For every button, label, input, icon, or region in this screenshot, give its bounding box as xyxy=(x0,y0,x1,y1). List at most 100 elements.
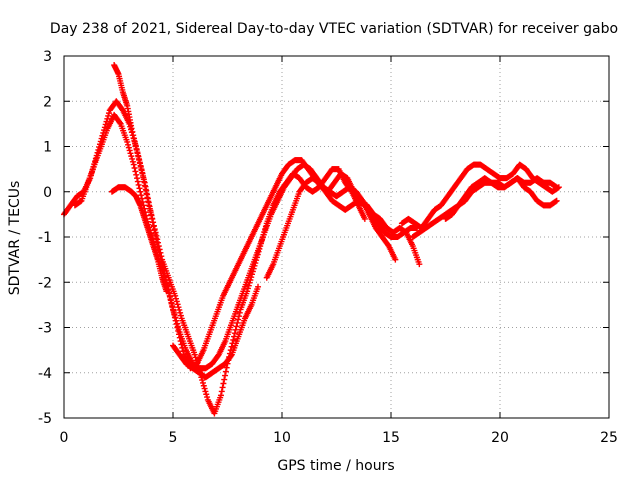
data-point xyxy=(553,197,560,204)
data-point xyxy=(143,187,150,194)
data-point xyxy=(202,388,209,395)
data-point xyxy=(144,195,151,202)
x-tick-label: 10 xyxy=(273,430,291,446)
data-point xyxy=(132,142,139,149)
data-point xyxy=(199,379,206,386)
x-tick-label: 0 xyxy=(60,430,69,446)
y-tick-labels: 3 2 1 0 -1 -2 -3 -4 -5 xyxy=(38,49,52,427)
data-point xyxy=(392,256,399,263)
data-point xyxy=(136,185,143,192)
data-point xyxy=(133,145,140,152)
data-point xyxy=(149,219,156,226)
data-point xyxy=(129,128,136,135)
data-point xyxy=(218,388,225,395)
data-point xyxy=(177,312,184,319)
y-tick-label: 2 xyxy=(43,94,52,110)
data-point xyxy=(219,384,226,391)
data-point xyxy=(171,310,178,317)
data-point xyxy=(124,138,131,145)
data-point xyxy=(173,321,180,328)
data-point xyxy=(170,307,177,314)
x-tick-label: 15 xyxy=(382,430,400,446)
data-point xyxy=(174,324,181,331)
data-point xyxy=(138,166,145,173)
data-point xyxy=(255,283,262,290)
data-point xyxy=(134,149,141,156)
data-point xyxy=(172,295,179,302)
series-track-9 xyxy=(442,175,560,222)
y-tick-label: 3 xyxy=(43,49,52,65)
data-point xyxy=(175,331,182,338)
data-point xyxy=(167,297,174,304)
data-point xyxy=(137,162,144,169)
data-point xyxy=(151,227,158,234)
data-point xyxy=(223,364,230,371)
data-point xyxy=(131,135,138,142)
data-point xyxy=(129,158,136,165)
y-tick-label: -3 xyxy=(38,321,52,337)
data-point xyxy=(153,235,160,242)
data-point xyxy=(217,392,224,399)
data-point xyxy=(222,372,229,379)
data-point xyxy=(140,176,147,183)
data-point xyxy=(232,326,239,333)
data-point xyxy=(203,391,210,398)
series-track-7 xyxy=(398,161,562,231)
data-point xyxy=(149,215,156,222)
data-point xyxy=(138,192,145,199)
data-point xyxy=(222,368,229,375)
data-point xyxy=(133,171,140,178)
data-point xyxy=(136,159,143,166)
data-series xyxy=(61,62,562,417)
grid-lines xyxy=(64,56,609,418)
data-point xyxy=(167,293,174,300)
data-point xyxy=(201,385,208,392)
data-point xyxy=(220,380,227,387)
data-point xyxy=(128,125,135,132)
data-point xyxy=(104,115,111,122)
data-point xyxy=(145,199,152,206)
data-point xyxy=(416,261,423,268)
data-point xyxy=(125,144,132,151)
data-point xyxy=(125,141,132,148)
y-tick-label: -2 xyxy=(38,275,52,291)
data-point xyxy=(131,164,138,171)
data-point xyxy=(204,394,211,401)
series-track-4 xyxy=(108,184,170,295)
data-point xyxy=(130,161,137,168)
data-point xyxy=(116,119,123,126)
data-point xyxy=(126,147,133,154)
data-point xyxy=(137,188,144,195)
data-point xyxy=(231,330,238,337)
data-point xyxy=(221,376,228,383)
y-tick-label: -5 xyxy=(38,411,52,427)
data-point xyxy=(553,184,560,191)
axis-ticks xyxy=(63,55,610,419)
y-axis-label: SDTVAR / TECUs xyxy=(7,181,23,296)
data-point xyxy=(105,112,112,119)
data-point xyxy=(169,304,176,311)
data-point xyxy=(139,169,146,176)
data-point xyxy=(158,260,165,267)
data-point xyxy=(172,292,179,299)
data-point xyxy=(177,338,184,345)
data-point xyxy=(163,288,170,295)
data-point xyxy=(135,152,142,159)
data-point xyxy=(135,181,142,188)
data-point xyxy=(179,344,186,351)
data-point xyxy=(142,183,149,190)
data-point xyxy=(191,351,198,358)
data-point xyxy=(234,319,241,326)
data-point xyxy=(361,215,368,222)
data-point xyxy=(200,382,207,389)
data-point xyxy=(160,266,167,273)
x-axis-label: GPS time / hours xyxy=(277,458,394,474)
data-point xyxy=(147,207,154,214)
x-tick-label: 25 xyxy=(600,430,618,446)
data-point xyxy=(130,132,137,139)
x-tick-label: 20 xyxy=(491,430,509,446)
series-track-5 xyxy=(170,283,262,381)
x-tick-labels: 0 5 10 15 20 25 xyxy=(60,430,618,446)
data-point xyxy=(141,179,148,186)
